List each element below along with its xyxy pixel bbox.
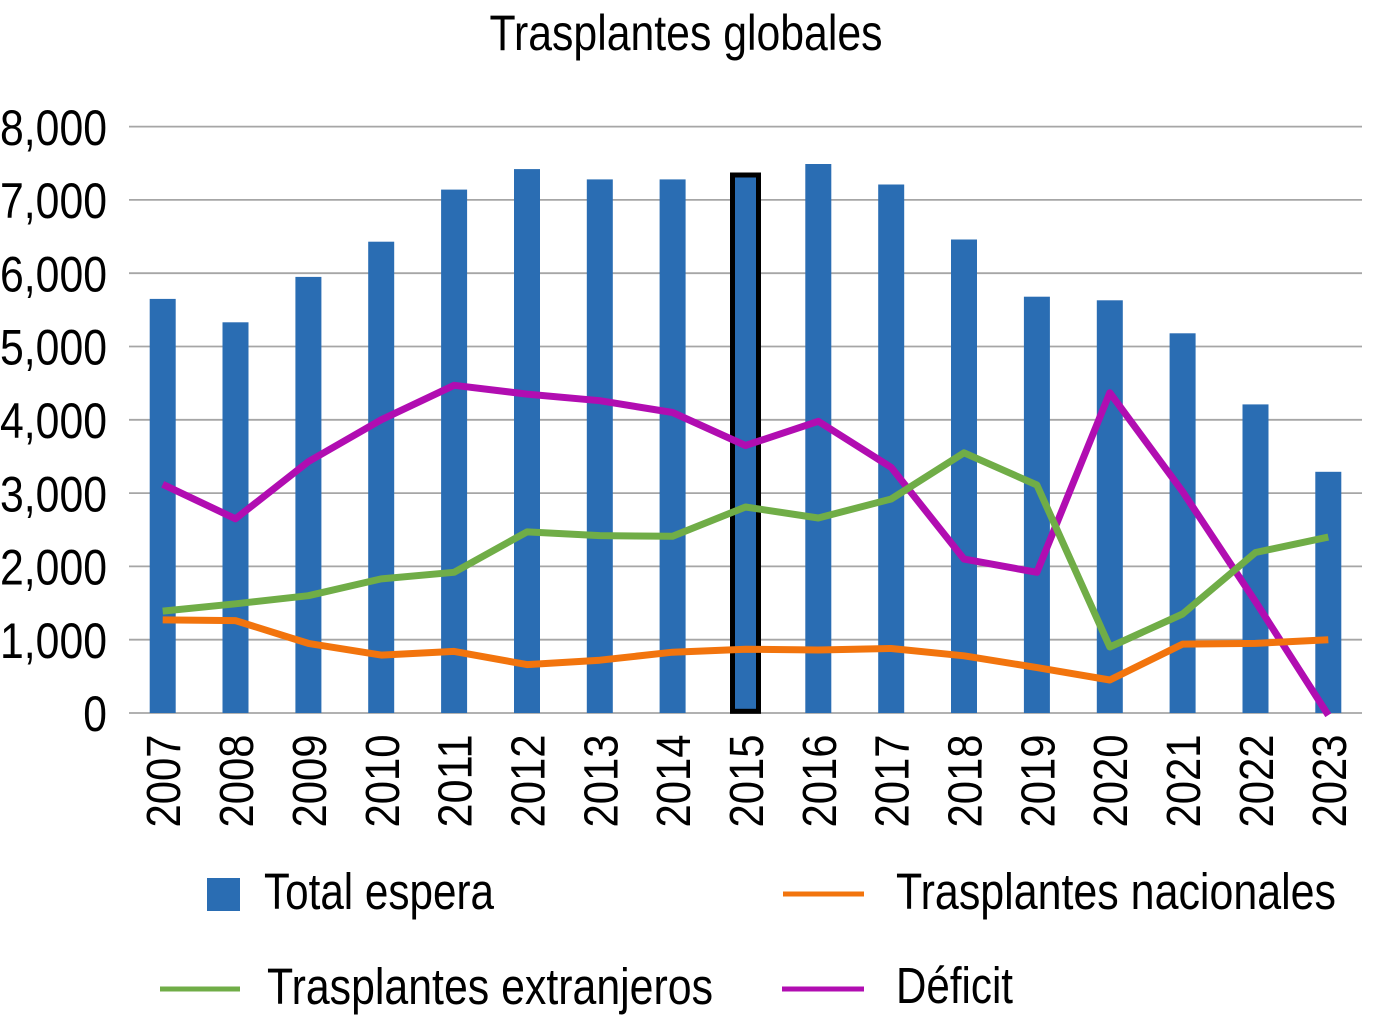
svg-text:0: 0 — [83, 686, 107, 742]
svg-text:7,000: 7,000 — [0, 173, 107, 229]
svg-text:2013: 2013 — [575, 735, 628, 828]
svg-text:6,000: 6,000 — [0, 246, 107, 302]
svg-text:2022: 2022 — [1231, 735, 1284, 828]
svg-text:2018: 2018 — [940, 735, 993, 828]
svg-text:Total espera: Total espera — [264, 863, 495, 920]
svg-text:Trasplantes globales: Trasplantes globales — [490, 5, 883, 61]
svg-text:2007: 2007 — [138, 735, 191, 828]
svg-text:Trasplantes extranjeros: Trasplantes extranjeros — [267, 958, 713, 1015]
svg-text:2011: 2011 — [430, 735, 483, 828]
svg-text:2008: 2008 — [211, 735, 264, 828]
svg-text:2012: 2012 — [503, 735, 556, 828]
svg-text:Déficit: Déficit — [896, 957, 1013, 1014]
svg-text:1,000: 1,000 — [0, 613, 107, 669]
svg-text:3,000: 3,000 — [0, 466, 107, 522]
svg-text:2015: 2015 — [721, 735, 774, 828]
svg-text:2014: 2014 — [648, 735, 701, 828]
svg-text:2,000: 2,000 — [0, 540, 107, 596]
svg-text:5,000: 5,000 — [0, 320, 107, 376]
svg-text:2020: 2020 — [1085, 735, 1138, 828]
svg-text:Trasplantes nacionales: Trasplantes nacionales — [896, 863, 1336, 920]
svg-text:2021: 2021 — [1158, 735, 1211, 828]
svg-text:2009: 2009 — [284, 735, 337, 828]
svg-text:2010: 2010 — [357, 735, 410, 828]
svg-text:8,000: 8,000 — [0, 100, 107, 156]
svg-text:4,000: 4,000 — [0, 393, 107, 449]
svg-text:2016: 2016 — [794, 735, 847, 828]
svg-text:2017: 2017 — [867, 735, 920, 828]
svg-text:2023: 2023 — [1304, 735, 1357, 828]
svg-text:2019: 2019 — [1012, 735, 1065, 828]
